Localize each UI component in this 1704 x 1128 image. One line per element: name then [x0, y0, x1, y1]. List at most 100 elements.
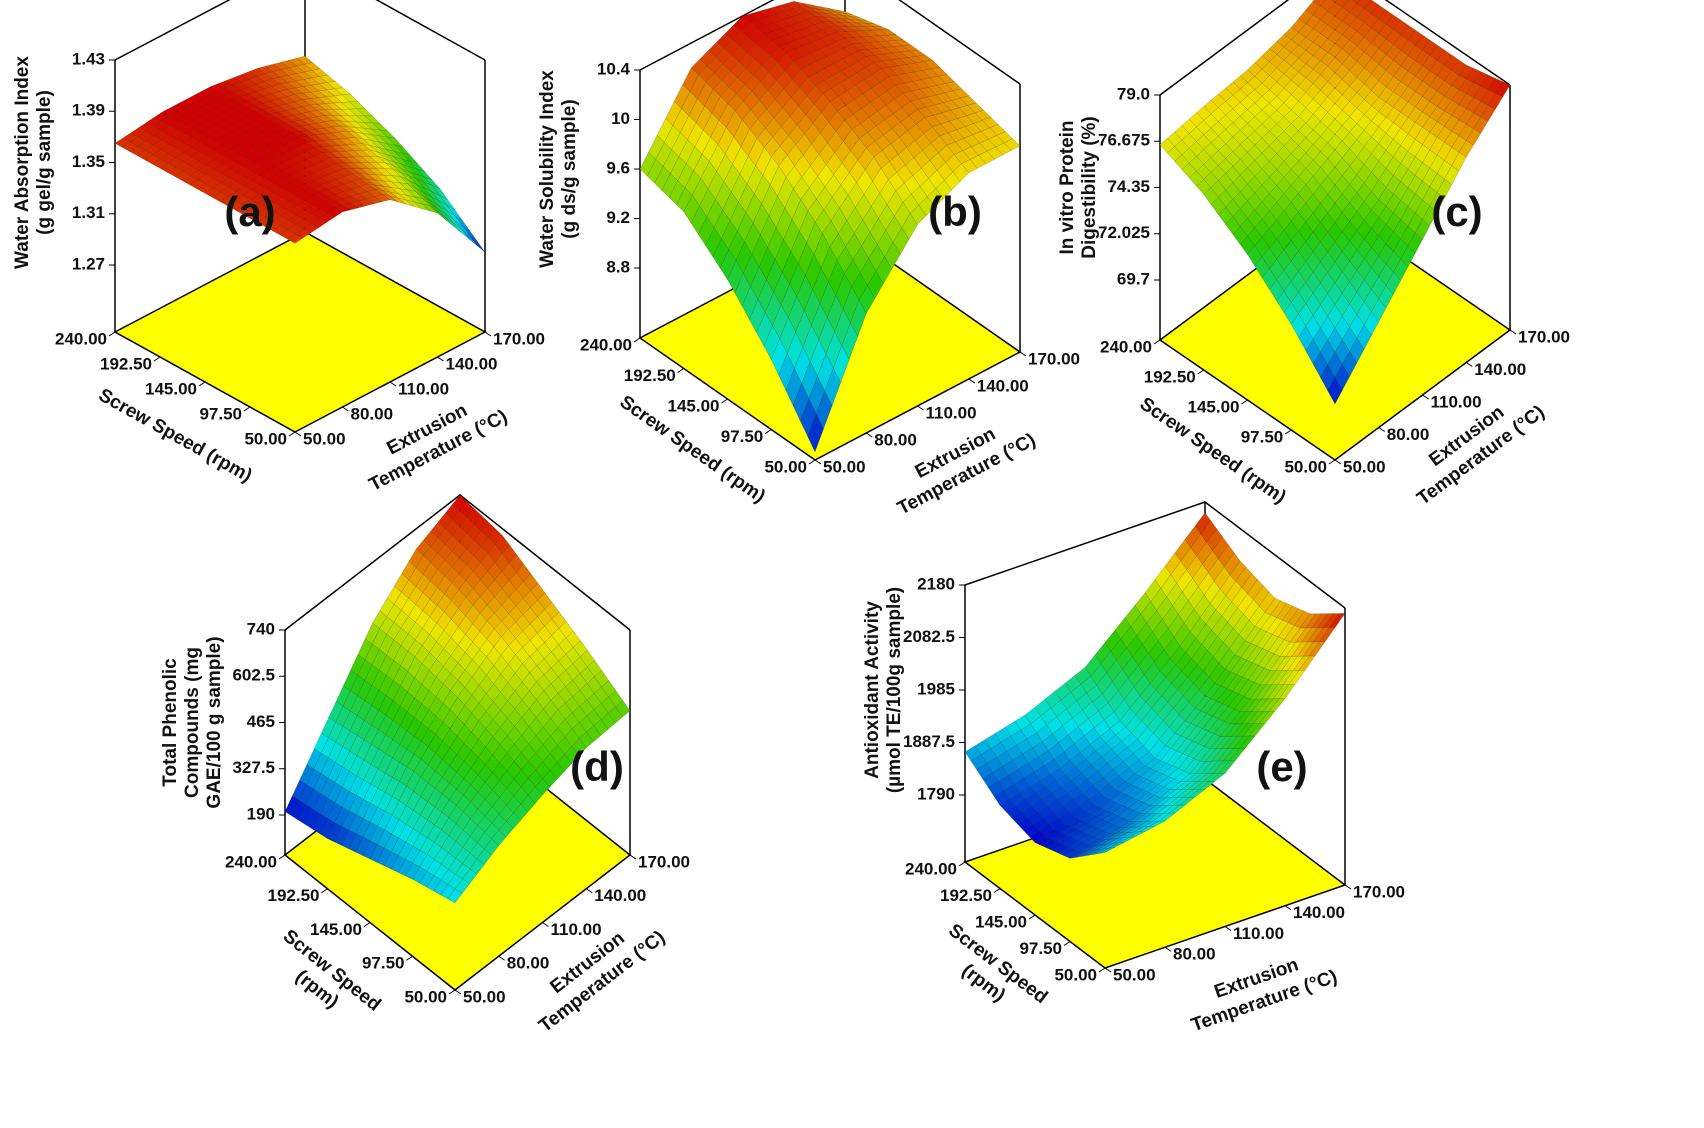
surface-patch: [1140, 601, 1157, 624]
x-tick-label: 140.00: [594, 886, 646, 905]
z-tick-label: 79.0: [1117, 84, 1150, 103]
surface-patch: [749, 299, 766, 334]
surface-patch: [416, 174, 433, 186]
surface-patch: [1187, 664, 1204, 684]
surface-patch: [1414, 111, 1431, 128]
surface-patch: [426, 859, 442, 876]
surface-patch: [520, 795, 536, 813]
surface-patch: [1164, 552, 1182, 576]
surface-patch: [348, 115, 365, 123]
surface-patch: [1090, 663, 1107, 686]
surface-patch: [456, 761, 472, 779]
surface-patch: [300, 124, 317, 131]
surface-patch: [1184, 525, 1202, 549]
surface-patch: [601, 680, 617, 698]
surface-patch: [825, 331, 843, 369]
surface-patch: [413, 741, 429, 760]
z-tick-label: 72.025: [1098, 223, 1150, 242]
surface-patch: [378, 141, 395, 152]
y-tick-label: 192.50: [268, 886, 320, 905]
x-tick: [437, 356, 444, 362]
surface-patch: [386, 136, 404, 147]
surface-patch: [1212, 703, 1229, 720]
surface-patch: [1082, 825, 1099, 835]
surface-patch: [287, 80, 304, 89]
surface-patch: [386, 143, 403, 154]
surface-patch: [564, 746, 580, 764]
y-tick-label: 97.50: [1019, 939, 1062, 958]
surface-patch: [1198, 676, 1216, 697]
surface-patch: [1060, 691, 1077, 710]
surface-patch: [401, 560, 417, 581]
surface-patch: [1356, 324, 1372, 350]
surface-patch: [216, 103, 233, 113]
surface-patch: [1118, 767, 1136, 783]
surface-patch: [1136, 778, 1153, 790]
surface-patch: [1153, 720, 1170, 740]
surface-patch: [1331, 0, 1338, 3]
z-tick-label: 1.31: [72, 203, 105, 222]
y-axis-label: Screw Speed (rpm): [95, 385, 256, 487]
y-tick-label: 192.50: [940, 886, 992, 905]
surface-patch: [222, 132, 239, 142]
surface-patch: [377, 792, 393, 812]
surface-patch: [1127, 800, 1145, 812]
z-axis-label: Water Absorption Index: [12, 56, 33, 269]
surface-patch: [473, 562, 488, 581]
surface-patch: [1085, 750, 1102, 766]
surface-patch: [1349, 17, 1365, 32]
surface-patch: [386, 585, 402, 605]
z-axis-label: Total Phenolic: [160, 658, 181, 787]
z-tick-label: 602.5: [232, 666, 275, 685]
surface-patch: [771, 338, 788, 376]
z-axis-label: (µmol TE/100g sample): [884, 587, 905, 793]
surface-patch: [1167, 689, 1184, 709]
surface-patch: [1175, 652, 1192, 672]
surface-patch: [1143, 732, 1160, 753]
surface-patch: [782, 251, 799, 285]
z-tick-label: 9.6: [606, 158, 630, 177]
surface-patch: [712, 238, 729, 269]
surface-patch: [1238, 620, 1256, 642]
surface-patch: [1134, 765, 1152, 777]
z-tick-label: 74.35: [1107, 177, 1150, 196]
surface-patch: [238, 115, 256, 125]
surface-patch: [454, 878, 470, 894]
surface-patch: [376, 847, 392, 866]
y-tick: [958, 861, 966, 867]
surface-patch: [812, 112, 830, 134]
surface-patch: [1168, 714, 1186, 734]
surface-patch: [1100, 651, 1117, 674]
surface-patch: [230, 128, 247, 138]
surface-patch: [377, 829, 392, 849]
y-tick: [153, 356, 161, 362]
surface-patch: [1089, 736, 1107, 752]
surface-patch: [1167, 146, 1183, 162]
surface-patch: [1239, 183, 1256, 202]
surface-patch: [272, 76, 289, 85]
surface-patch: [449, 754, 465, 773]
surface-patch: [1050, 699, 1067, 718]
surface-patch: [1027, 811, 1044, 825]
surface-patch: [415, 574, 431, 594]
surface-patch: [1258, 650, 1275, 669]
x-tick: [629, 854, 637, 860]
surface-patch: [1135, 701, 1152, 722]
surface-patch: [672, 108, 689, 134]
surface-patch: [491, 813, 507, 831]
y-tick-label: 50.00: [1284, 457, 1327, 476]
z-tick-label: 465: [247, 712, 275, 731]
surface-patch: [498, 821, 514, 838]
surface-patch: [244, 144, 262, 154]
surface-patch: [1155, 676, 1172, 697]
box-edge: [114, 0, 486, 61]
y-tick: [993, 888, 1001, 893]
surface-patch: [223, 107, 241, 117]
surface-patch: [375, 184, 391, 193]
surface-patch: [472, 612, 488, 632]
surface-patch: [1109, 720, 1127, 736]
y-tick-label: 192.50: [1144, 367, 1196, 386]
surface-patch: [1125, 714, 1142, 734]
surface-patch: [390, 855, 406, 873]
surface-patch: [579, 699, 595, 717]
